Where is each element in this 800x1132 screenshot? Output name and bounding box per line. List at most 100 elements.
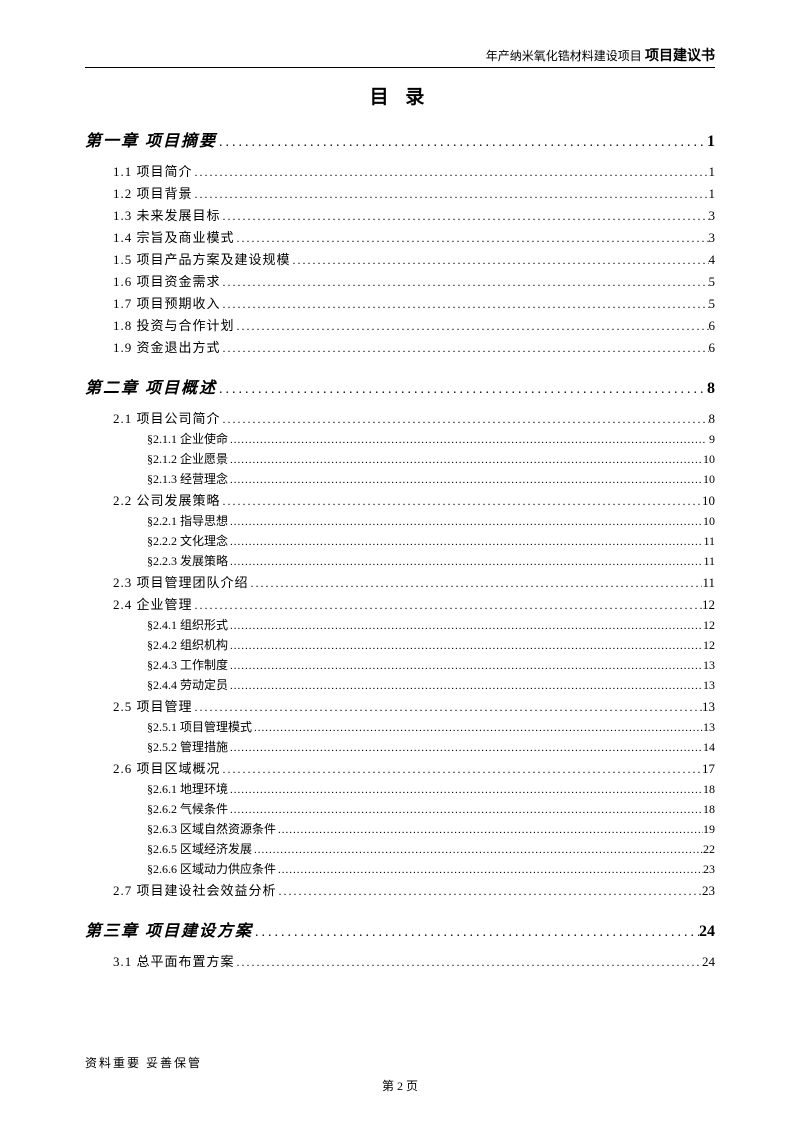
toc-entry-page: 19 [703,822,715,837]
toc-entry-page: 24 [699,923,715,941]
toc-entry-label: §2.4.3 工作制度 [147,656,228,673]
toc-entry-label: 2.3 项目管理团队介绍 [113,572,249,591]
toc-entry-page: 10 [703,514,715,529]
toc-entry-label: 1.4 宗旨及商业模式 [113,227,235,246]
toc-subsection-row: §2.5.2 管理措施 14 [147,738,715,755]
toc-leader-dots [228,474,703,486]
toc-entry-label: 第二章 项目概述 [85,374,217,398]
toc-leader-dots [228,660,703,672]
toc-body: 第一章 项目摘要11.1 项目简介11.2 项目背景11.3 未来发展目标31.… [85,127,715,970]
toc-section-row: 1.8 投资与合作计划 6 [113,315,715,334]
toc-subsection-row: §2.2.3 发展策略11 [147,552,715,569]
toc-entry-page: 11 [703,534,715,549]
toc-title: 目 录 [85,82,715,109]
toc-section-row: 1.2 项目背景1 [113,183,715,202]
toc-entry-page: 13 [702,699,715,715]
running-header: 年产纳米氧化锆材料建设项目 项目建议书 [85,45,715,65]
toc-entry-label: §2.1.2 企业愿景 [147,450,228,467]
toc-subsection-row: §2.6.6 区域动力供应条件 23 [147,860,715,877]
toc-section-row: 1.7 项目预期收入5 [113,293,715,312]
toc-entry-page: 14 [703,740,715,755]
toc-entry-page: 1 [707,133,715,151]
toc-entry-page: 5 [709,296,716,312]
toc-entry-page: 8 [707,380,715,398]
toc-entry-label: §2.4.2 组织机构 [147,636,228,653]
toc-leader-dots [221,341,709,356]
toc-entry-page: 10 [703,452,715,467]
toc-entry-label: §2.6.6 区域动力供应条件 [147,860,276,877]
document-page: 年产纳米氧化锆材料建设项目 项目建议书 目 录 第一章 项目摘要1 1.1 项目简… [0,0,800,1023]
toc-entry-label: 2.5 项目管理 [113,696,193,715]
toc-entry-page: 6 [709,318,716,334]
toc-entry-label: §2.6.1 地理环境 [147,780,228,797]
toc-leader-dots [221,412,709,427]
toc-entry-page: 6 [709,340,716,356]
toc-section-row: 2.2 公司发展策略 10 [113,490,715,509]
toc-entry-page: 12 [702,597,715,613]
toc-section-row: 3.1 总平面布置方案24 [113,951,715,970]
toc-section-row: 2.4 企业管理 12 [113,594,715,613]
toc-entry-page: 10 [702,493,715,509]
toc-subsection-row: §2.1.1 企业使命9 [147,430,715,447]
toc-subsection-row: §2.6.2 气候条件18 [147,800,715,817]
toc-leader-dots [235,955,702,970]
toc-entry-label: 1.5 项目产品方案及建设规模 [113,249,291,268]
toc-section-row: 2.5 项目管理 13 [113,696,715,715]
toc-leader-dots [228,804,703,816]
toc-entry-page: 23 [703,862,715,877]
toc-entry-label: §2.2.1 指导思想 [147,512,228,529]
toc-entry-label: 第三章 项目建设方案 [85,917,253,941]
toc-leader-dots [228,556,703,568]
toc-chapter-row: 第三章 项目建设方案 24 [85,917,715,941]
toc-section-row: 2.1 项目公司简介8 [113,408,715,427]
toc-entry-label: 3.1 总平面布置方案 [113,951,235,970]
toc-section-row: 2.7 项目建设社会效益分析23 [113,880,715,899]
header-project-name: 年产纳米氧化锆材料建设项目 [486,49,642,63]
toc-entry-page: 12 [703,618,715,633]
toc-leader-dots [221,494,702,509]
toc-chapter-row: 第二章 项目概述 8 [85,374,715,398]
toc-entry-label: 1.8 投资与合作计划 [113,315,235,334]
toc-entry-page: 13 [703,720,715,735]
toc-leader-dots [228,680,703,692]
toc-entry-page: 11 [702,575,715,591]
toc-leader-dots [193,165,709,180]
footer-note: 资料重要 妥善保管 [85,1054,715,1071]
toc-entry-label: §2.6.5 区域经济发展 [147,840,252,857]
page-footer: 资料重要 妥善保管 第 2 页 [85,1054,715,1094]
toc-entry-page: 1 [709,186,716,202]
toc-leader-dots [221,297,709,312]
toc-entry-label: §2.5.2 管理措施 [147,738,228,755]
toc-entry-page: 17 [702,761,715,777]
toc-entry-label: §2.6.3 区域自然资源条件 [147,820,276,837]
toc-entry-page: 5 [709,274,716,290]
toc-leader-dots [193,700,702,715]
toc-leader-dots [252,722,703,734]
toc-leader-dots [228,784,703,796]
toc-chapter-row: 第一章 项目摘要1 [85,127,715,151]
toc-leader-dots [252,844,703,856]
toc-entry-label: 1.6 项目资金需求 [113,271,221,290]
toc-entry-label: 2.4 企业管理 [113,594,193,613]
toc-entry-page: 9 [709,432,715,447]
toc-leader-dots [217,135,707,151]
toc-section-row: 1.6 项目资金需求 5 [113,271,715,290]
toc-section-row: 1.9 资金退出方式6 [113,337,715,356]
toc-subsection-row: §2.1.3 经营理念10 [147,470,715,487]
toc-leader-dots [221,209,709,224]
toc-entry-label: §2.2.3 发展策略 [147,552,228,569]
toc-leader-dots [228,742,703,754]
toc-entry-label: 1.3 未来发展目标 [113,205,221,224]
toc-subsection-row: §2.4.4 劳动定员13 [147,676,715,693]
toc-leader-dots [276,864,703,876]
toc-leader-dots [228,516,703,528]
toc-entry-label: §2.6.2 气候条件 [147,800,228,817]
toc-entry-page: 18 [703,782,715,797]
toc-leader-dots [193,187,709,202]
header-doc-title: 项目建议书 [645,49,715,64]
toc-entry-label: §2.4.4 劳动定员 [147,676,228,693]
toc-leader-dots [253,925,699,941]
toc-entry-label: 2.2 公司发展策略 [113,490,221,509]
toc-leader-dots [276,824,703,836]
toc-entry-label: 1.1 项目简介 [113,161,193,180]
